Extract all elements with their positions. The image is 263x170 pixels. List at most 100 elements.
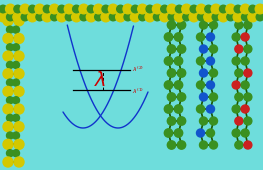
Circle shape [235, 69, 243, 77]
Circle shape [87, 5, 95, 13]
Circle shape [241, 81, 249, 89]
Circle shape [232, 81, 240, 89]
Circle shape [3, 157, 13, 167]
Circle shape [164, 33, 173, 41]
Circle shape [210, 69, 218, 77]
Circle shape [65, 13, 73, 21]
Circle shape [235, 93, 243, 101]
Circle shape [244, 21, 252, 29]
Circle shape [167, 93, 176, 101]
Circle shape [167, 117, 176, 125]
Circle shape [164, 81, 173, 89]
Circle shape [7, 79, 13, 86]
Circle shape [235, 117, 243, 125]
Circle shape [161, 5, 168, 13]
Circle shape [183, 13, 190, 21]
Circle shape [7, 13, 14, 21]
Circle shape [14, 69, 24, 79]
Circle shape [132, 5, 139, 13]
Circle shape [210, 21, 218, 29]
Circle shape [164, 57, 173, 65]
Circle shape [7, 150, 13, 157]
Circle shape [177, 141, 186, 149]
Circle shape [241, 33, 249, 41]
Circle shape [14, 122, 24, 132]
Circle shape [196, 81, 205, 89]
Circle shape [3, 33, 13, 44]
Circle shape [57, 12, 67, 22]
Circle shape [174, 57, 183, 65]
Circle shape [0, 5, 7, 13]
Text: $\lambda$: $\lambda$ [94, 72, 106, 90]
Circle shape [226, 4, 235, 14]
Circle shape [200, 21, 208, 29]
Circle shape [7, 8, 13, 15]
Circle shape [95, 13, 102, 21]
Circle shape [241, 105, 249, 113]
Circle shape [7, 44, 13, 51]
Circle shape [241, 129, 249, 137]
Circle shape [200, 141, 208, 149]
Circle shape [205, 5, 213, 13]
Circle shape [13, 97, 19, 104]
Circle shape [232, 57, 240, 65]
Circle shape [177, 117, 186, 125]
Circle shape [167, 69, 176, 77]
Circle shape [64, 4, 74, 14]
Circle shape [3, 122, 13, 132]
Circle shape [28, 12, 37, 22]
Circle shape [244, 93, 252, 101]
Circle shape [109, 13, 117, 21]
Circle shape [0, 12, 8, 22]
Circle shape [3, 139, 13, 149]
Circle shape [241, 57, 249, 65]
Circle shape [86, 12, 96, 22]
Circle shape [198, 13, 205, 21]
Circle shape [241, 13, 249, 21]
Circle shape [50, 4, 59, 14]
Circle shape [244, 141, 252, 149]
Circle shape [117, 5, 124, 13]
Circle shape [13, 44, 19, 51]
Circle shape [13, 8, 19, 15]
Circle shape [235, 141, 243, 149]
Circle shape [174, 105, 183, 113]
Circle shape [21, 13, 29, 21]
Circle shape [235, 21, 243, 29]
Circle shape [200, 45, 208, 53]
Circle shape [210, 117, 218, 125]
Circle shape [227, 13, 234, 21]
Circle shape [167, 4, 177, 14]
Circle shape [212, 13, 220, 21]
Circle shape [244, 45, 252, 53]
Circle shape [20, 4, 30, 14]
Circle shape [232, 105, 240, 113]
Circle shape [196, 4, 206, 14]
Circle shape [138, 4, 147, 14]
Circle shape [7, 132, 13, 139]
Circle shape [177, 45, 186, 53]
Circle shape [206, 33, 215, 41]
Circle shape [200, 69, 208, 77]
Circle shape [206, 81, 215, 89]
Circle shape [256, 13, 263, 21]
Circle shape [204, 12, 213, 22]
Circle shape [14, 33, 24, 44]
Circle shape [72, 12, 81, 22]
Circle shape [152, 4, 162, 14]
Circle shape [211, 4, 221, 14]
Circle shape [174, 12, 184, 22]
Circle shape [139, 13, 146, 21]
Circle shape [13, 79, 19, 86]
Circle shape [174, 81, 183, 89]
Circle shape [14, 5, 22, 13]
Circle shape [3, 86, 13, 96]
Circle shape [175, 5, 183, 13]
Circle shape [35, 4, 44, 14]
Circle shape [196, 129, 205, 137]
Circle shape [14, 86, 24, 96]
Circle shape [164, 105, 173, 113]
Circle shape [79, 4, 89, 14]
Circle shape [3, 16, 13, 26]
Circle shape [210, 141, 218, 149]
